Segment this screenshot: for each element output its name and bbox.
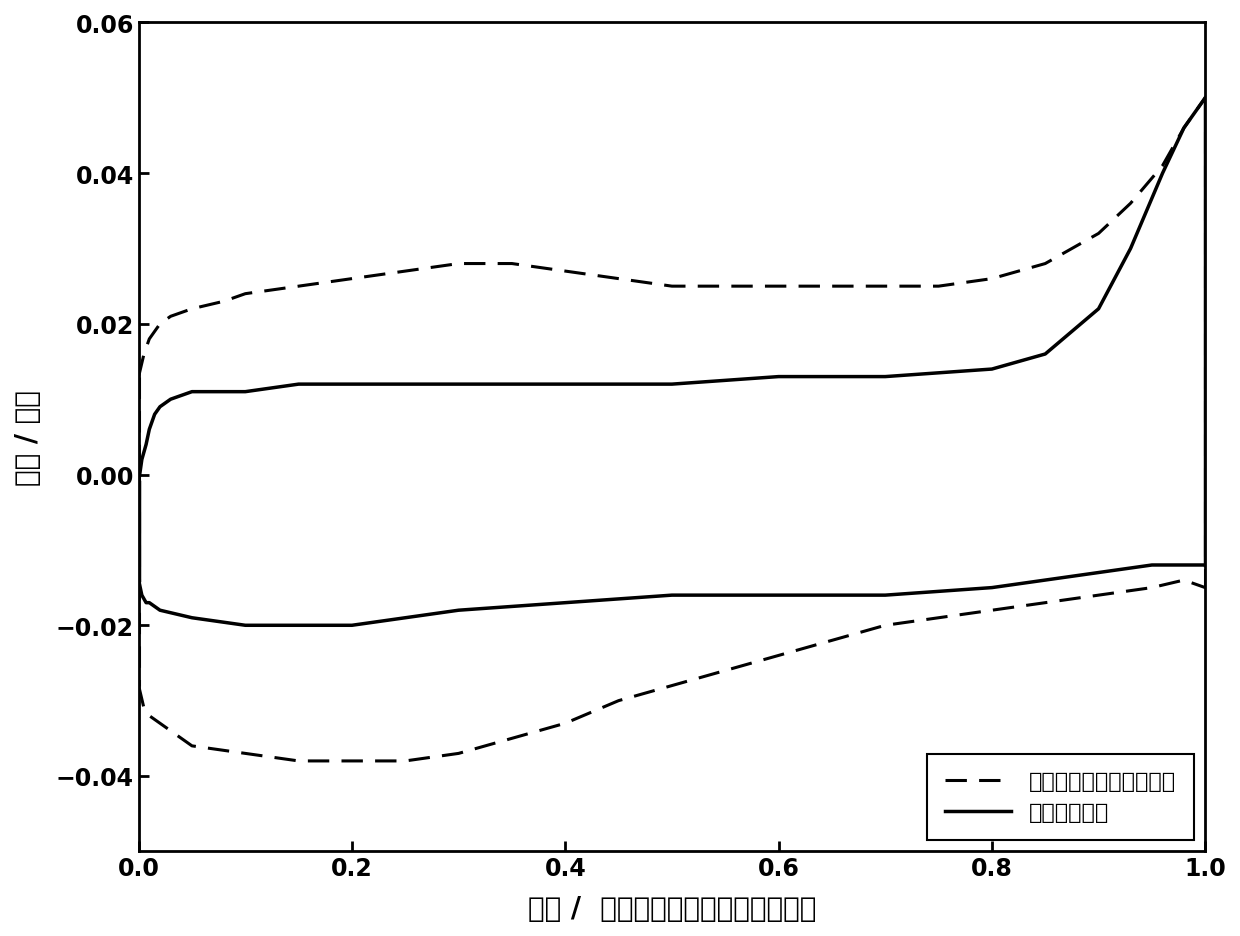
高温热处理后的膨化石墨 [217,297,232,308]
原始膨化石墨 [291,379,306,390]
高温热处理后的膨化石墨 [345,273,360,285]
原始膨化石墨 [771,372,786,383]
高温热处理后的膨化石墨 [136,349,151,360]
高温热处理后的膨化石墨 [185,304,200,315]
高温热处理后的膨化石墨 [665,281,680,292]
原始膨化石墨 [1091,304,1106,315]
Line: 高温热处理后的膨化石墨: 高温热处理后的膨化石墨 [139,98,1205,377]
原始膨化石墨 [1177,124,1192,135]
Line: 原始膨化石墨: 原始膨化石墨 [139,98,1205,483]
原始膨化石墨 [217,387,232,398]
原始膨化石墨 [131,477,146,489]
高温热处理后的膨化石墨 [451,258,466,270]
高温热处理后的膨化石墨 [558,266,573,277]
高温热处理后的膨化石墨 [1123,198,1138,210]
高温热处理后的膨化石墨 [164,312,179,323]
高温热处理后的膨化石墨 [985,273,999,285]
高温热处理后的膨化石墨 [1156,161,1171,172]
高温热处理后的膨化石墨 [878,281,893,292]
原始膨化石墨 [345,379,360,390]
高温热处理后的膨化石墨 [825,281,839,292]
原始膨化石墨 [134,454,149,465]
高温热处理后的膨化石墨 [131,372,146,383]
高温热处理后的膨化石墨 [238,289,253,300]
高温热处理后的膨化石墨 [505,258,520,270]
Y-axis label: 电流 / 毫安: 电流 / 毫安 [14,389,42,485]
X-axis label: 电位 /  伏特（相对于饱和甘汞电极）: 电位 / 伏特（相对于饱和甘汞电极） [528,894,816,922]
原始膨化石墨 [139,439,154,450]
高温热处理后的膨化石墨 [1038,258,1053,270]
原始膨化石墨 [148,409,162,420]
原始膨化石墨 [985,364,999,375]
高温热处理后的膨化石墨 [931,281,946,292]
高温热处理后的膨化石墨 [771,281,786,292]
高温热处理后的膨化石墨 [398,266,413,277]
原始膨化石墨 [558,379,573,390]
原始膨化石墨 [141,424,156,435]
高温热处理后的膨化石墨 [1198,93,1213,104]
原始膨化石墨 [153,402,167,413]
原始膨化石墨 [665,379,680,390]
高温热处理后的膨化石墨 [1091,228,1106,240]
原始膨化石墨 [398,379,413,390]
原始膨化石墨 [451,379,466,390]
高温热处理后的膨化石墨 [1177,124,1192,135]
高温热处理后的膨化石墨 [291,281,306,292]
Legend: 高温热处理后的膨化石墨, 原始膨化石墨: 高温热处理后的膨化石墨, 原始膨化石墨 [928,753,1194,841]
高温热处理后的膨化石墨 [718,281,733,292]
原始膨化石墨 [878,372,893,383]
高温热处理后的膨化石墨 [611,273,626,285]
原始膨化石墨 [1198,93,1213,104]
原始膨化石墨 [1038,349,1053,360]
原始膨化石墨 [164,394,179,405]
高温热处理后的膨化石墨 [141,334,156,345]
原始膨化石墨 [1123,243,1138,255]
原始膨化石墨 [1156,168,1171,180]
高温热处理后的膨化石墨 [153,319,167,330]
原始膨化石墨 [238,387,253,398]
原始膨化石墨 [185,387,200,398]
